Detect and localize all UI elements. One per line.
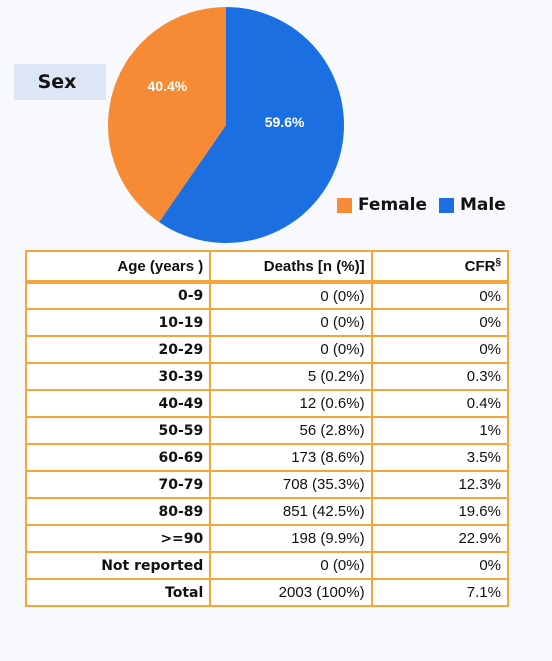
pie-legend: Female Male bbox=[337, 195, 512, 215]
pie-slice-male bbox=[159, 7, 345, 243]
cell-cfr: 0% bbox=[370, 335, 510, 364]
cell-age: 70-79 bbox=[24, 470, 212, 499]
cell-deaths: 12 (0.6%) bbox=[209, 389, 373, 418]
header-cfr-text: CFR bbox=[464, 258, 496, 275]
pie-slice-female bbox=[107, 7, 226, 223]
table-row: 0-9 0 (0%) 0% bbox=[24, 281, 510, 310]
cell-age: 30-39 bbox=[24, 362, 212, 391]
deaths-by-age-table: Age (years ) Deaths [n (%)] CFR§ 0-9 0 (0… bbox=[24, 250, 510, 607]
cell-cfr: 22.9% bbox=[370, 524, 510, 553]
cell-cfr: 19.6% bbox=[370, 497, 510, 526]
cell-age: 50-59 bbox=[24, 416, 212, 445]
cell-cfr: 3.5% bbox=[370, 443, 510, 472]
cell-deaths: 56 (2.8%) bbox=[209, 416, 373, 445]
table-row: 70-79 708 (35.3%) 12.3% bbox=[24, 470, 510, 499]
cell-cfr: 0% bbox=[370, 308, 510, 337]
cell-age: 80-89 bbox=[24, 497, 212, 526]
cell-age: 0-9 bbox=[24, 281, 212, 310]
header-age: Age (years ) bbox=[24, 250, 212, 284]
cell-deaths: 2003 (100%) bbox=[209, 578, 373, 607]
cell-age: 40-49 bbox=[24, 389, 212, 418]
cell-deaths: 708 (35.3%) bbox=[209, 470, 373, 499]
header-deaths: Deaths [n (%)] bbox=[209, 250, 373, 284]
sex-label-text: Sex bbox=[37, 71, 77, 93]
cell-deaths: 0 (0%) bbox=[209, 281, 373, 310]
cell-deaths: 198 (9.9%) bbox=[209, 524, 373, 553]
cell-deaths: 5 (0.2%) bbox=[209, 362, 373, 391]
pie-chart: 59.6% 40.4% bbox=[107, 7, 345, 243]
cell-deaths: 851 (42.5%) bbox=[209, 497, 373, 526]
header-cfr-footnote-mark: § bbox=[495, 257, 501, 268]
cell-cfr: 12.3% bbox=[370, 470, 510, 499]
cell-cfr: 1% bbox=[370, 416, 510, 445]
pie-label-female: 40.4% bbox=[148, 78, 188, 94]
pie-label-male: 59.6% bbox=[265, 114, 305, 130]
cell-cfr: 0.4% bbox=[370, 389, 510, 418]
cell-deaths: 0 (0%) bbox=[209, 551, 373, 580]
table-row: Not reported 0 (0%) 0% bbox=[24, 551, 510, 580]
legend-label-male: Male bbox=[460, 195, 506, 215]
table-body: 0-9 0 (0%) 0% 10-19 0 (0%) 0% 20-29 0 (0%) 0% 30-… bbox=[24, 281, 510, 607]
cell-deaths: 0 (0%) bbox=[209, 308, 373, 337]
cell-age: >=90 bbox=[24, 524, 212, 553]
sex-panel-label: Sex bbox=[14, 64, 106, 100]
table-row: 30-39 5 (0.2%) 0.3% bbox=[24, 362, 510, 391]
legend-swatch-male bbox=[439, 197, 454, 213]
table-row: 60-69 173 (8.6%) 3.5% bbox=[24, 443, 510, 472]
cell-age: 10-19 bbox=[24, 308, 212, 337]
table-header-row: Age (years ) Deaths [n (%)] CFR§ bbox=[24, 250, 510, 284]
table-row: 10-19 0 (0%) 0% bbox=[24, 308, 510, 337]
legend-swatch-female bbox=[337, 197, 352, 213]
legend-item-female: Female bbox=[337, 195, 427, 215]
table-row: 80-89 851 (42.5%) 19.6% bbox=[24, 497, 510, 526]
cell-age: 60-69 bbox=[24, 443, 212, 472]
cell-cfr: 0% bbox=[370, 281, 510, 310]
table-row: 40-49 12 (0.6%) 0.4% bbox=[24, 389, 510, 418]
cell-age: 20-29 bbox=[24, 335, 212, 364]
cell-deaths: 173 (8.6%) bbox=[209, 443, 373, 472]
cell-cfr: 0% bbox=[370, 551, 510, 580]
cell-age: Total bbox=[24, 578, 212, 607]
cell-age: Not reported bbox=[24, 551, 212, 580]
legend-item-male: Male bbox=[439, 195, 506, 215]
header-cfr: CFR§ bbox=[370, 250, 510, 284]
legend-label-female: Female bbox=[358, 195, 427, 215]
table-row: >=90 198 (9.9%) 22.9% bbox=[24, 524, 510, 553]
table-row: 50-59 56 (2.8%) 1% bbox=[24, 416, 510, 445]
cell-cfr: 0.3% bbox=[370, 362, 510, 391]
table-row: 20-29 0 (0%) 0% bbox=[24, 335, 510, 364]
cell-cfr: 7.1% bbox=[370, 578, 510, 607]
table-row: Total 2003 (100%) 7.1% bbox=[24, 578, 510, 607]
cell-deaths: 0 (0%) bbox=[209, 335, 373, 364]
